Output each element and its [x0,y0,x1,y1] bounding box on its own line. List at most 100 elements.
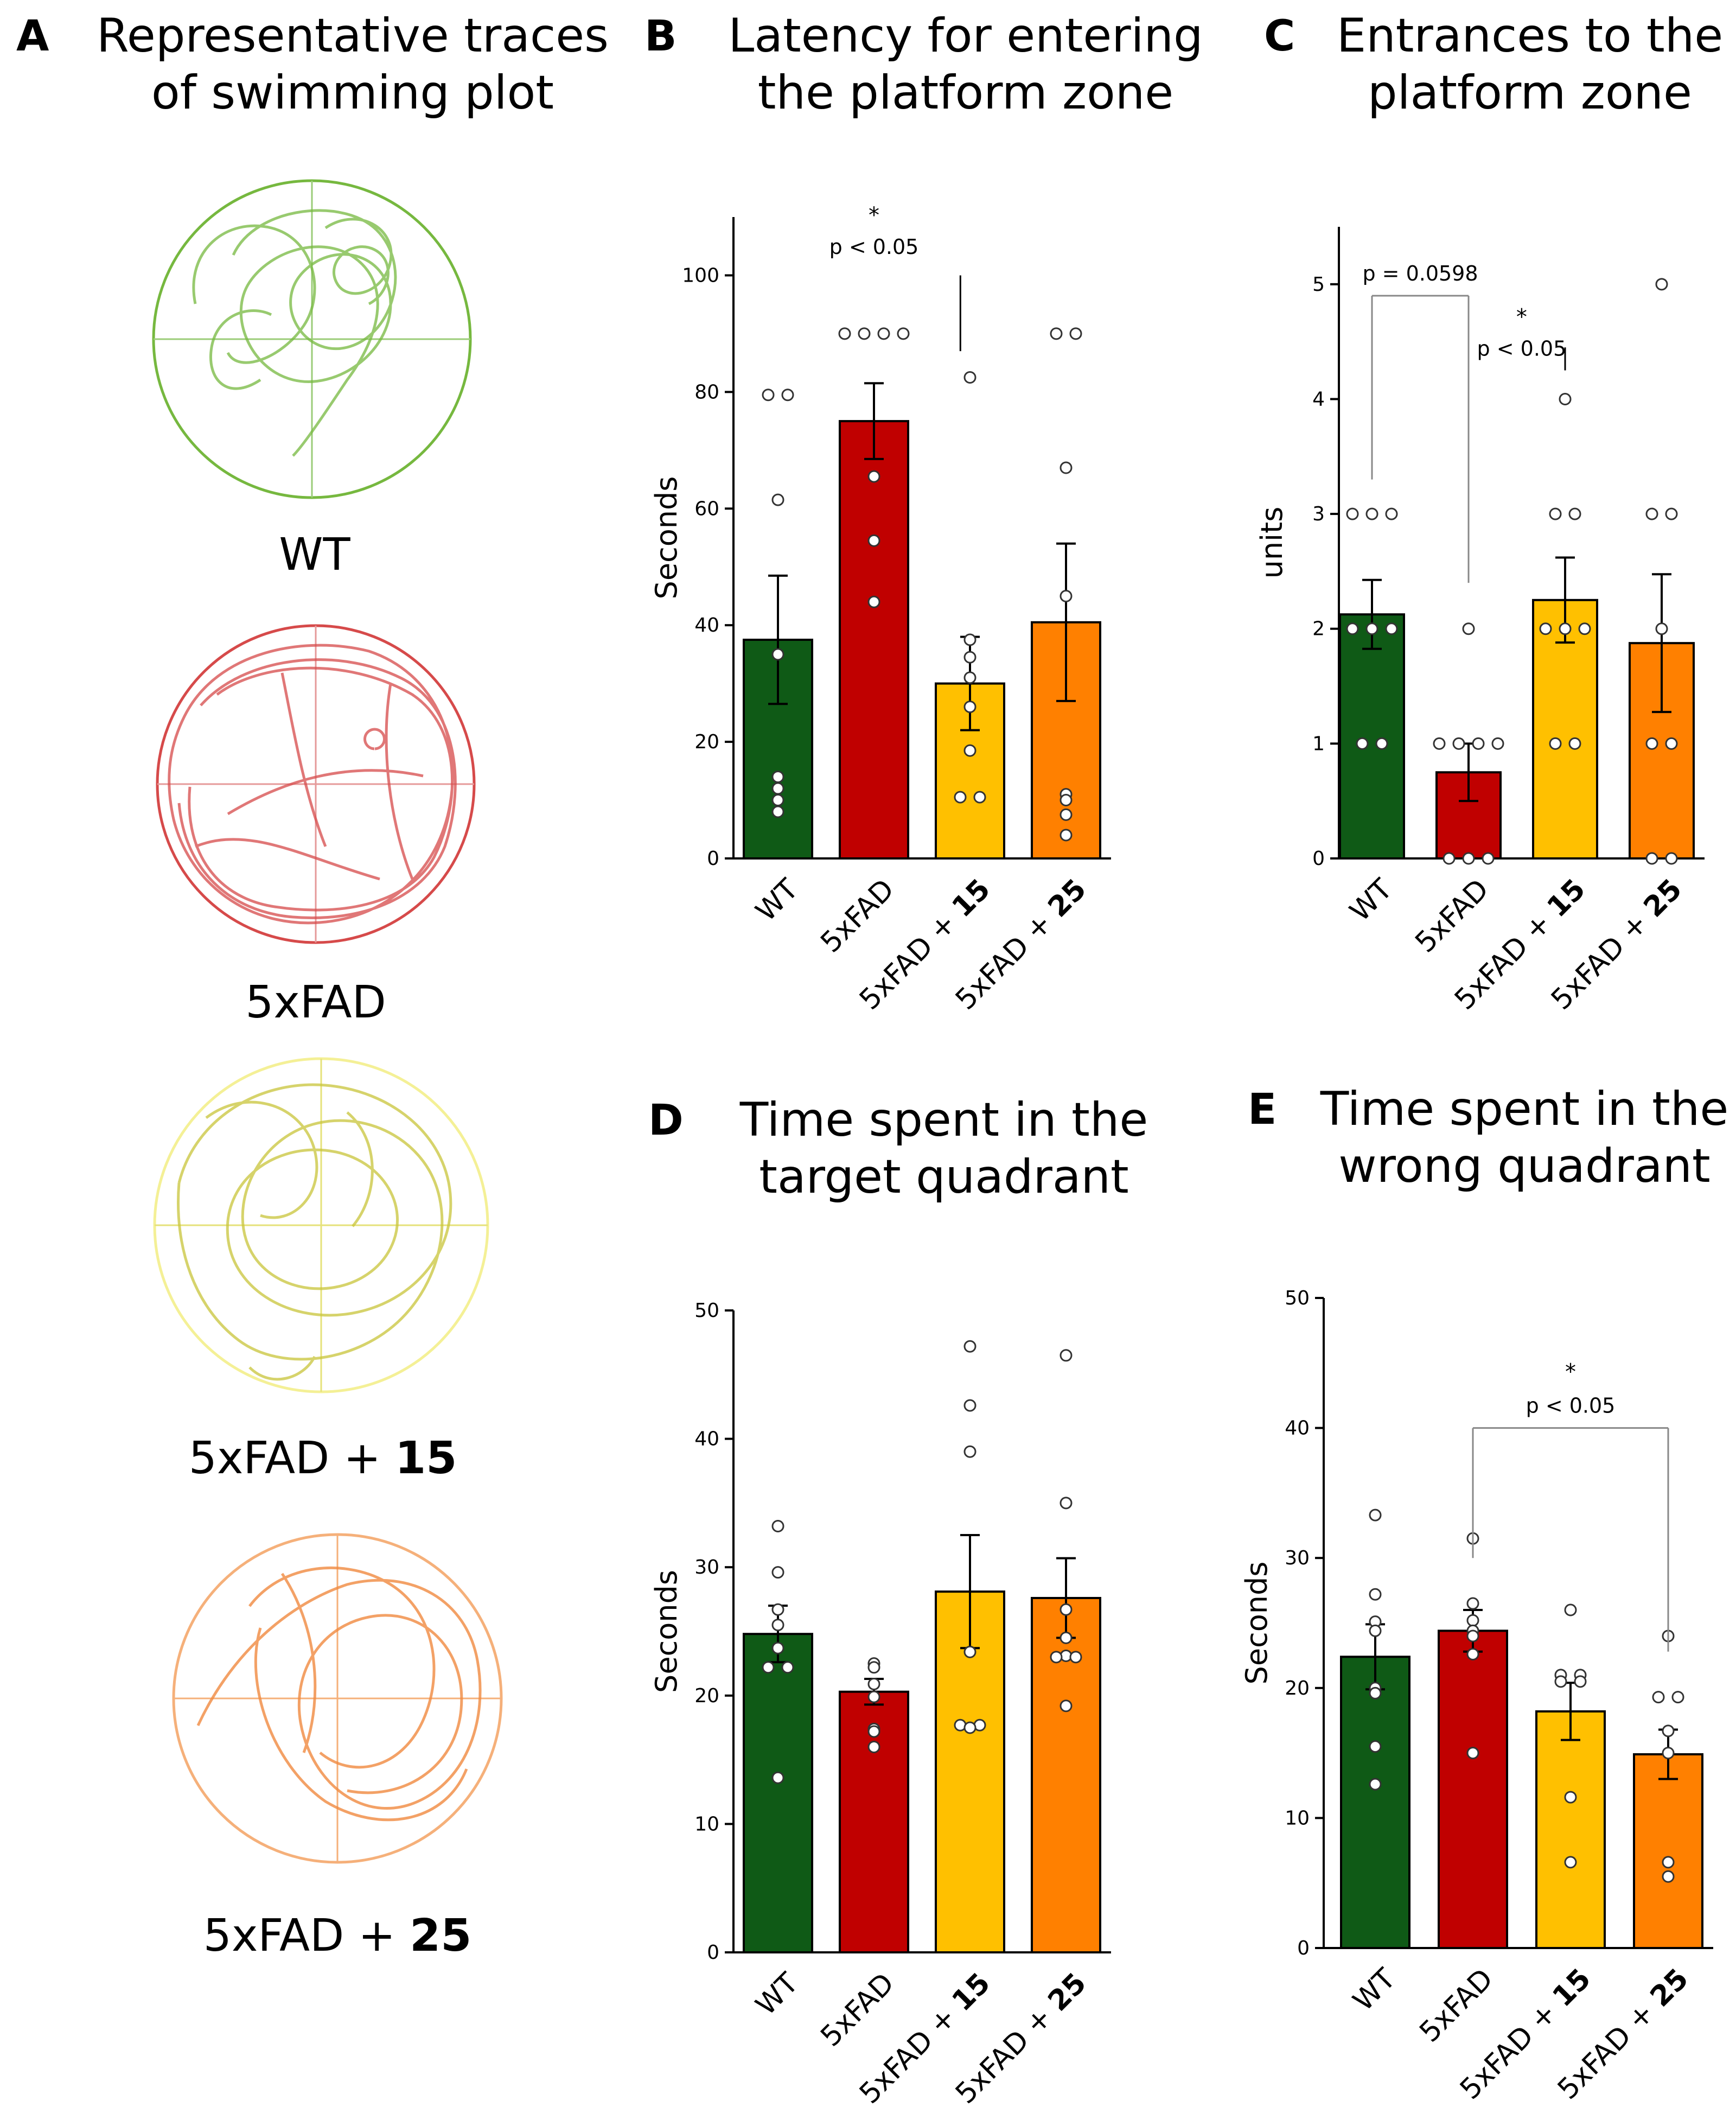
chart-d-point [963,1340,976,1353]
chart-d-point [867,1678,880,1691]
panel-c-title: Entrances to the platform zone [1329,8,1731,122]
chart-c-ylabel: units [1255,507,1289,579]
chart-e-bar [1633,1753,1703,1950]
chart-e-point [1369,1740,1382,1753]
chart-e-sig-text: p < 0.05 [1526,1394,1616,1418]
chart-e-point [1466,1597,1479,1610]
chart-b-point [1060,589,1073,602]
chart-c-point [1452,737,1465,750]
chart-e-point [1564,1603,1577,1616]
chart-c-point [1482,852,1495,865]
panel-d-letter: D [648,1096,684,1145]
chart-b-point [771,794,784,807]
chart-c-point [1665,507,1678,520]
panel-d-title: Time spent in the target quadrant [716,1092,1172,1206]
trace-15-path [176,1083,452,1381]
chart-d-point [867,1690,880,1703]
panel-d-title-line1: Time spent in the [739,1093,1148,1147]
chart-e-point [1652,1691,1665,1704]
chart-b-point [897,327,910,340]
chart-b-point [771,782,784,795]
chart-c-point [1645,852,1658,865]
chart-e-point [1466,1648,1479,1661]
chart-e-point [1369,1686,1382,1699]
chart-c-sig-text: p < 0.05 [1477,336,1567,360]
chart-b-point [867,534,880,547]
chart-e-xtick-label: 5xFAD [1413,1963,1499,2049]
panel-e-title: Time spent in the wrong quadrant [1313,1081,1736,1195]
chart-c-xtick-label-text: 5xFAD [1409,873,1495,959]
panel-b-letter: B [644,12,677,61]
chart-b-ytick-label: 100 [682,264,719,287]
chart-e-point [1369,1624,1382,1637]
panel-e-letter: E [1248,1085,1277,1134]
chart-b-point [963,701,976,714]
chart-b-point [1060,794,1073,807]
chart-e-xtick-label-text: 5xFAD [1413,1963,1499,2049]
chart-d-point [771,1603,784,1616]
chart-e-point [1369,1778,1382,1791]
chart-c-sig-star: * [1516,304,1527,329]
chart-c-point [1549,507,1562,520]
chart-b-xtick-label: WT [750,873,805,928]
trace-label-wt: WT [279,529,350,581]
chart-d-point [867,1661,880,1674]
chart-b-point [781,389,794,402]
chart-b-point [963,744,976,757]
panel-b-title-line1: Latency for entering [728,9,1203,63]
chart-d-point [1069,1651,1082,1664]
panel-a-title-line2: of swimming plot [151,65,554,120]
chart-b-xtick-label: 5xFAD [814,873,901,959]
chart-b-point [762,389,775,402]
chart-c-point [1539,622,1552,635]
chart-c-point [1346,622,1359,635]
chart-d-point [771,1519,784,1532]
chart-b-point [1060,829,1073,842]
chart-e-point [1564,1791,1577,1804]
chart-c-point [1568,507,1581,520]
chart-d-point [1050,1651,1063,1664]
chart-d-point [771,1566,784,1579]
chart-b-point [963,651,976,664]
chart-b-point [867,595,880,608]
chart-d-point [963,1721,976,1734]
chart-d-ytick-label: 30 [694,1556,719,1578]
chart-d-xtick-label-text: 5xFAD [814,1967,901,2053]
chart-d-ytick-label: 50 [694,1300,719,1322]
chart-b-point [858,327,871,340]
chart-b-ytick-label: 20 [694,731,719,753]
chart-d-point [1060,1631,1073,1644]
chart-e-point [1662,1870,1675,1883]
chart-c-point [1375,737,1388,750]
chart-e-bar [1535,1710,1606,1949]
trace-5xfad-path [168,644,457,925]
chart-d-point [963,1645,976,1658]
chart-c-point [1365,507,1378,520]
chart-b-ytick-label: 0 [707,848,719,870]
chart-d-point [771,1771,784,1784]
chart-d-point [867,1725,880,1738]
chart-b-point [954,791,967,804]
panel-c-title-line1: Entrances to the [1336,9,1724,63]
chart-d-point [771,1641,784,1654]
chart-e-sig-star: * [1565,1360,1576,1385]
chart-d-point [1060,1349,1073,1362]
panel-e-title-line2: wrong quadrant [1338,1138,1711,1193]
chart-b-point [771,493,784,506]
chart-d-point [963,1399,976,1412]
chart-c-point [1462,622,1475,635]
chart-c-ytick-label: 3 [1312,503,1325,525]
chart-c-point [1549,737,1562,750]
chart-d-xtick-label: WT [750,1967,805,2022]
chart-e-xtick-label-text: WT [1347,1963,1402,2017]
chart-e-bar [1438,1629,1508,1949]
chart-c-point [1568,737,1581,750]
chart-e-ytick-label: 20 [1285,1677,1310,1699]
chart-c-point [1559,622,1572,635]
chart-d-point [1060,1699,1073,1713]
chart-c-point [1385,622,1398,635]
chart-c-point [1645,737,1658,750]
chart-c-point [1356,737,1369,750]
